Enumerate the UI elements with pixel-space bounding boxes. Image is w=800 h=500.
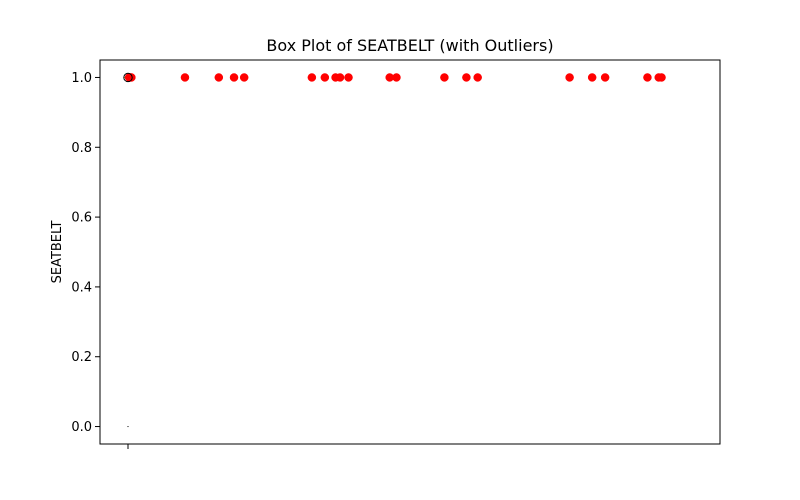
- outlier-point: [473, 73, 482, 82]
- box-flier-point: [127, 425, 129, 428]
- y-tick-label: 0.6: [71, 211, 92, 226]
- outlier-point: [392, 73, 401, 82]
- y-tick-label: 0.8: [71, 141, 92, 156]
- outlier-point: [565, 73, 574, 82]
- y-axis-label: SEATBELT: [50, 221, 65, 284]
- y-tick-label: 0.2: [71, 350, 92, 365]
- y-tick-label: 1.0: [71, 71, 92, 86]
- axes-frame: [99, 59, 721, 445]
- outlier-point: [229, 73, 239, 82]
- outlier-point: [657, 73, 666, 82]
- outlier-point: [440, 73, 449, 82]
- outlier-point: [344, 73, 353, 82]
- outlier-point: [180, 73, 190, 82]
- chart-title: Box Plot of SEATBELT (with Outliers): [266, 36, 553, 55]
- outlier-point: [307, 73, 317, 82]
- outlier-point: [214, 73, 224, 82]
- outlier-point: [462, 73, 471, 82]
- outlier-point: [320, 73, 330, 82]
- y-tick-label: 0.0: [71, 420, 92, 435]
- y-tick-label: 0.4: [71, 280, 92, 295]
- outlier-point: [335, 73, 345, 82]
- box-outlier-marker: [123, 72, 133, 83]
- outlier-point: [600, 73, 610, 82]
- outlier-point: [643, 73, 652, 82]
- outlier-point: [587, 73, 597, 82]
- plot-area: 0.0 0.2 0.4 0.6 0.8 1.0: [71, 59, 721, 449]
- outlier-point: [127, 73, 136, 82]
- outlier-point: [239, 73, 249, 82]
